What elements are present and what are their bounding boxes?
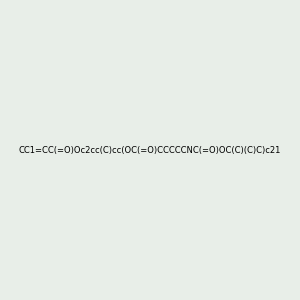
Text: CC1=CC(=O)Oc2cc(C)cc(OC(=O)CCCCCNC(=O)OC(C)(C)C)c21: CC1=CC(=O)Oc2cc(C)cc(OC(=O)CCCCCNC(=O)OC…	[19, 146, 281, 154]
